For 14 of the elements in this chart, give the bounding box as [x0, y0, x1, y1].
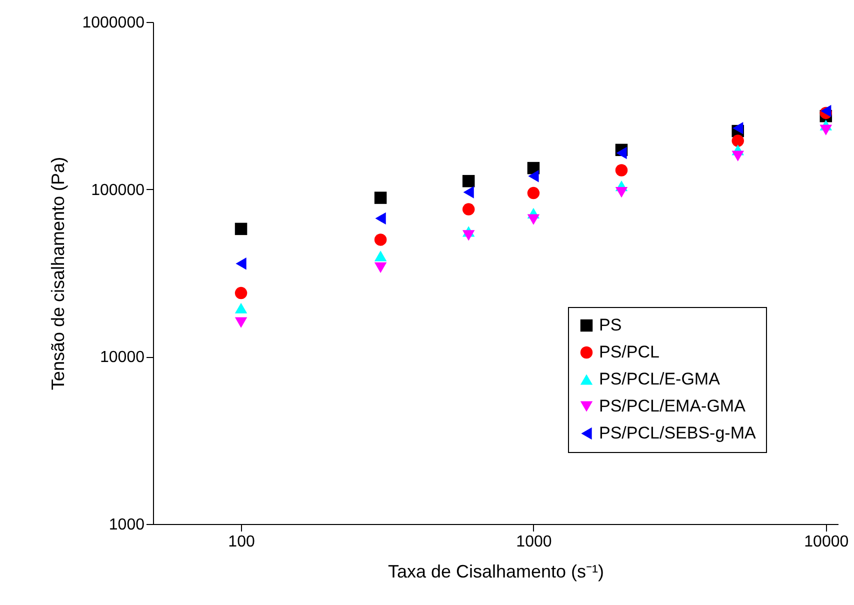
x-tick-label: 10000	[804, 534, 849, 550]
legend-label: PS/PCL	[599, 342, 660, 362]
legend-label: PS/PCL/EMA-GMA	[599, 396, 746, 416]
x-axis-title: Taxa de Cisalhamento (s⁻¹)	[388, 562, 604, 582]
legend-label: PS	[599, 316, 622, 334]
x-tick-label: 1000	[516, 534, 552, 550]
y-axis-title: Tensão de cisalhamento (Pa)	[48, 156, 68, 390]
legend-label: PS/PCL/E-GMA	[599, 370, 721, 388]
x-tick-label: 100	[228, 534, 255, 550]
y-tick-label: 100000	[91, 182, 145, 199]
y-tick-label: 1000000	[82, 14, 145, 32]
y-tick-label: 10000	[100, 349, 145, 366]
legend-label: PS/PCL/SEBS-g-MA	[599, 424, 756, 442]
y-tick-label: 1000	[108, 516, 145, 534]
